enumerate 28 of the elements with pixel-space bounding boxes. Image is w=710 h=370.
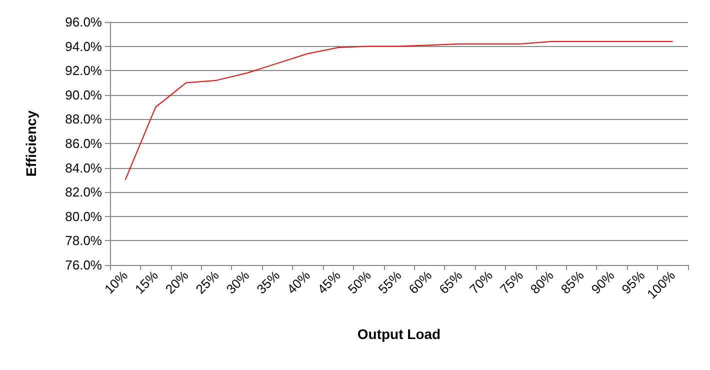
x-tick-label: 30%	[223, 267, 253, 297]
line-series	[124, 40, 674, 180]
x-tick-label: 80%	[527, 267, 557, 297]
x-tick-label: 50%	[344, 267, 374, 297]
y-tick-label: 96.0%	[65, 14, 102, 30]
x-tick-label: 55%	[375, 267, 405, 297]
x-tick-label: 65%	[436, 267, 466, 297]
x-tick-label: 90%	[588, 267, 618, 297]
x-tick-label: 45%	[314, 267, 344, 297]
y-tick-label: 92.0%	[65, 63, 102, 78]
x-tick-label: 70%	[466, 267, 496, 297]
y-axis-title: Efficiency	[23, 110, 39, 177]
y-tick-label: 86.0%	[65, 136, 102, 151]
y-tick-label: 90.0%	[65, 87, 102, 102]
x-tick-label: 95%	[618, 267, 648, 297]
y-tick-label: 82.0%	[65, 184, 102, 200]
x-tick-label: 60%	[406, 267, 436, 297]
x-axis-title: Output Load	[357, 326, 441, 342]
x-tick-label: 75%	[496, 267, 526, 297]
x-tick-label: 35%	[254, 267, 283, 297]
x-tick-label: 40%	[284, 267, 314, 297]
y-tick-label: 76.0%	[65, 258, 102, 272]
y-tick-label: 78.0%	[65, 233, 102, 248]
y-tick-label: 84.0%	[65, 160, 102, 176]
y-tick-label: 80.0%	[65, 208, 102, 224]
x-tick-label: 85%	[558, 267, 588, 297]
y-tick-label: 94.0%	[65, 38, 102, 54]
y-tick-label: 88.0%	[65, 112, 102, 127]
